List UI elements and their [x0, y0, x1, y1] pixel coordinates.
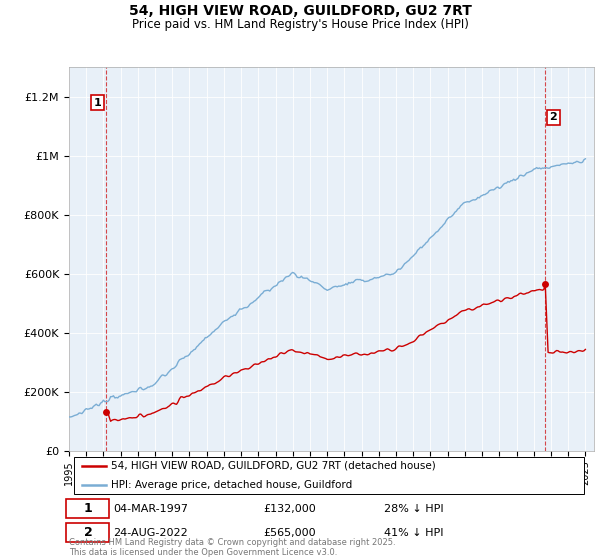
Text: 1: 1 [94, 97, 101, 108]
Text: 1: 1 [83, 502, 92, 515]
FancyBboxPatch shape [74, 457, 583, 494]
Text: 28% ↓ HPI: 28% ↓ HPI [384, 504, 443, 514]
Text: £565,000: £565,000 [263, 528, 316, 538]
Text: 2: 2 [83, 526, 92, 539]
Text: 2: 2 [550, 113, 557, 123]
FancyBboxPatch shape [67, 523, 109, 542]
Text: Contains HM Land Registry data © Crown copyright and database right 2025.
This d: Contains HM Land Registry data © Crown c… [69, 538, 395, 557]
Text: 54, HIGH VIEW ROAD, GUILDFORD, GU2 7RT (detached house): 54, HIGH VIEW ROAD, GUILDFORD, GU2 7RT (… [111, 461, 436, 471]
Text: Price paid vs. HM Land Registry's House Price Index (HPI): Price paid vs. HM Land Registry's House … [131, 18, 469, 31]
Text: 24-AUG-2022: 24-AUG-2022 [113, 528, 188, 538]
Text: 54, HIGH VIEW ROAD, GUILDFORD, GU2 7RT: 54, HIGH VIEW ROAD, GUILDFORD, GU2 7RT [128, 4, 472, 18]
Text: £132,000: £132,000 [263, 504, 316, 514]
Text: 04-MAR-1997: 04-MAR-1997 [113, 504, 188, 514]
Text: 41% ↓ HPI: 41% ↓ HPI [384, 528, 443, 538]
Text: HPI: Average price, detached house, Guildford: HPI: Average price, detached house, Guil… [111, 480, 352, 490]
FancyBboxPatch shape [67, 500, 109, 519]
